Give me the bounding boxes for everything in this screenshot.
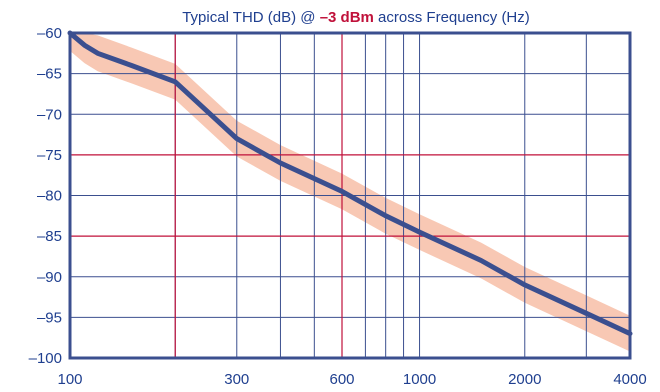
- x-tick-label: 600: [329, 371, 354, 388]
- y-tick-label: –100: [29, 350, 62, 367]
- x-tick-label: 4000: [613, 371, 646, 388]
- x-tick-label: 1000: [403, 371, 436, 388]
- plot-frame: [68, 31, 632, 360]
- y-tick-label: –75: [37, 147, 62, 164]
- chart-title-prefix: Typical THD (dB) @: [182, 9, 319, 26]
- confidence-band: [70, 33, 630, 352]
- x-tick-label: 300: [224, 371, 249, 388]
- y-tick-label: –85: [37, 228, 62, 245]
- chart-title-suffix: across Frequency (Hz): [374, 9, 530, 26]
- thd-series-line: [67, 30, 633, 337]
- chart-title-highlight: –3 dBm: [320, 9, 374, 26]
- plot-border: [68, 31, 632, 360]
- y-tick-label: –95: [37, 309, 62, 326]
- y-tick-label: –80: [37, 188, 62, 205]
- chart-title: Typical THD (dB) @ –3 dBm across Frequen…: [182, 9, 530, 26]
- x-tick-label: 2000: [508, 371, 541, 388]
- x-tick-labels: 100 300 600 1000 2000 4000: [57, 371, 646, 388]
- y-tick-label: –65: [37, 66, 62, 83]
- x-tick-label: 100: [57, 371, 82, 388]
- y-tick-label: –70: [37, 106, 62, 123]
- y-tick-label: –90: [37, 269, 62, 286]
- y-tick-labels: –60 –65 –70 –75 –80 –85 –90 –95 –100: [29, 25, 62, 367]
- series-line-layer: [67, 30, 633, 337]
- confidence-band-layer: [70, 33, 630, 352]
- y-tick-label: –60: [37, 25, 62, 42]
